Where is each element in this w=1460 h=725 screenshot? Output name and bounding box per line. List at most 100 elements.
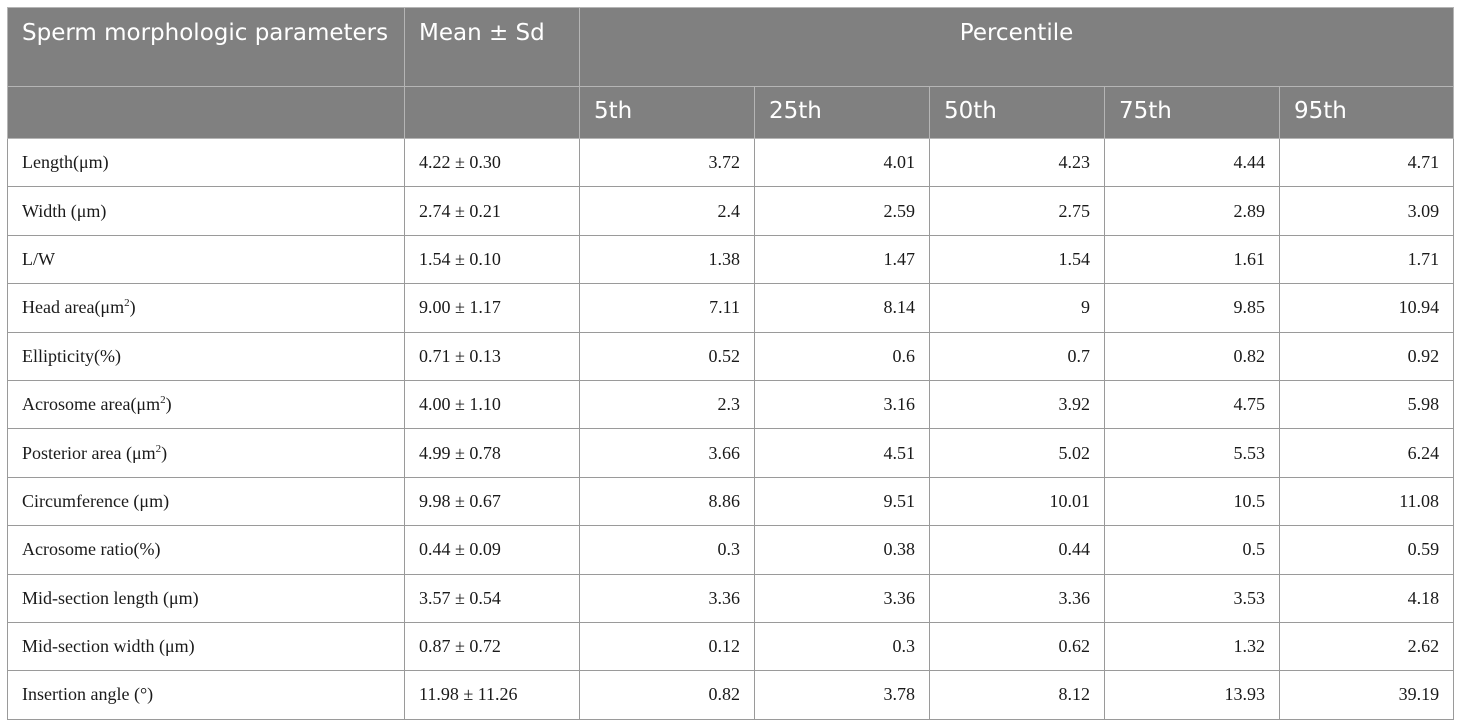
percentile-cell: 0.5 <box>1104 525 1280 575</box>
percentile-cell: 1.47 <box>754 234 930 285</box>
unit-superscript: 2 <box>155 442 162 455</box>
parameter-cell: Mid-section length (μm) <box>7 573 405 623</box>
percentile-cell: 3.92 <box>929 379 1105 430</box>
percentile-cell: 0.38 <box>754 525 930 575</box>
mean-sd-cell: 4.22 ± 0.30 <box>404 137 580 188</box>
table-row: Posterior area (μm2) 4.99 ± 0.78 3.66 4.51 5… <box>7 428 1455 478</box>
mean-sd-cell: 9.00 ± 1.17 <box>404 283 580 333</box>
percentile-cell: 3.53 <box>1104 573 1280 623</box>
percentile-cell: 2.3 <box>579 379 755 430</box>
percentile-cell: 10.94 <box>1278 283 1455 333</box>
table-row: Circumference (μm) 9.98 ± 0.67 8.86 9.51 10.… <box>7 476 1455 527</box>
mean-sd-cell: 4.99 ± 0.78 <box>404 428 580 478</box>
parameter-label: L/W <box>22 248 55 269</box>
header-p5: 5th <box>579 86 755 139</box>
percentile-cell: 0.92 <box>1278 331 1455 381</box>
parameter-label: Acrosome ratio(%) <box>22 539 161 560</box>
percentile-cell: 0.82 <box>1104 331 1280 381</box>
table-row: Head area(μm2) 9.00 ± 1.17 7.11 8.14 9 9.85 10… <box>7 283 1455 333</box>
percentile-cell: 3.72 <box>579 137 755 188</box>
percentile-cell: 1.71 <box>1278 234 1455 285</box>
percentile-cell: 4.23 <box>929 137 1105 188</box>
percentile-cell: 3.78 <box>754 670 930 720</box>
mean-sd-cell: 0.71 ± 0.13 <box>404 331 580 381</box>
percentile-cell: 3.09 <box>1278 186 1455 236</box>
table-row: L/W 1.54 ± 0.10 1.38 1.47 1.54 1.61 1.71 <box>7 234 1455 285</box>
percentile-cell: 5.02 <box>929 428 1105 478</box>
parameter-label: Circumference (μm) <box>22 490 170 511</box>
percentile-cell: 4.51 <box>754 428 930 478</box>
table-row: Acrosome area(μm2) 4.00 ± 1.10 2.3 3.16 3.92… <box>7 379 1455 430</box>
unit-superscript: 2 <box>124 297 130 310</box>
percentile-cell: 5.53 <box>1104 428 1280 478</box>
percentile-cell: 13.93 <box>1104 670 1280 720</box>
parameter-cell: Length(μm) <box>7 137 405 188</box>
header-p50: 50th <box>929 86 1105 139</box>
parameter-label: Width (μm) <box>22 200 107 221</box>
percentile-cell: 2.62 <box>1278 621 1455 672</box>
percentile-cell: 9.51 <box>754 476 930 527</box>
percentile-cell: 4.75 <box>1104 379 1280 430</box>
percentile-cell: 3.16 <box>754 379 930 430</box>
percentile-cell: 0.7 <box>929 331 1105 381</box>
percentile-cell: 39.19 <box>1278 670 1455 720</box>
parameter-label: Mid-section width (μm) <box>22 636 195 657</box>
percentile-cell: 2.89 <box>1104 186 1280 236</box>
parameter-label: Ellipticity(%) <box>22 345 121 366</box>
percentile-cell: 9.85 <box>1104 283 1280 333</box>
percentile-cell: 6.24 <box>1278 428 1455 478</box>
unit-close-paren: ) <box>129 297 136 318</box>
parameter-label: Mid-section length (μm) <box>22 587 199 608</box>
percentile-cell: 2.4 <box>579 186 755 236</box>
parameter-label: Head area(μm <box>22 297 125 318</box>
parameter-cell: Ellipticity(%) <box>7 331 405 381</box>
table-row: Mid-section length (μm) 3.57 ± 0.54 3.36 3.… <box>7 573 1455 623</box>
header-mean: Mean ± Sd <box>404 7 580 87</box>
percentile-cell: 4.01 <box>754 137 930 188</box>
percentile-cell: 9 <box>929 283 1105 333</box>
percentile-cell: 3.36 <box>754 573 930 623</box>
table-body: Length(μm) 4.22 ± 0.30 3.72 4.01 4.23 4.44 4.7… <box>7 137 1455 720</box>
percentile-cell: 7.11 <box>579 283 755 333</box>
percentile-cell: 0.3 <box>579 525 755 575</box>
percentile-cell: 8.14 <box>754 283 930 333</box>
parameter-cell: Width (μm) <box>7 186 405 236</box>
table-row: Ellipticity(%) 0.71 ± 0.13 0.52 0.6 0.7 0.82 0… <box>7 331 1455 381</box>
table-row: Length(μm) 4.22 ± 0.30 3.72 4.01 4.23 4.44 4.7… <box>7 137 1455 188</box>
header-row-1: Sperm morphologic parameters Mean ± Sd P… <box>7 7 1455 87</box>
percentile-cell: 0.62 <box>929 621 1105 672</box>
parameter-label: Length(μm) <box>22 152 109 173</box>
header-empty-mean <box>404 86 580 139</box>
parameter-cell: Head area(μm2) <box>7 283 405 333</box>
percentile-cell: 3.66 <box>579 428 755 478</box>
table-row: Acrosome ratio(%) 0.44 ± 0.09 0.3 0.38 0.44 0… <box>7 525 1455 575</box>
table-row: Insertion angle (°) 11.98 ± 11.26 0.82 3.78… <box>7 670 1455 720</box>
percentile-cell: 3.36 <box>929 573 1105 623</box>
table-header: Sperm morphologic parameters Mean ± Sd P… <box>7 7 1455 139</box>
percentile-cell: 2.59 <box>754 186 930 236</box>
header-percentile: Percentile <box>578 7 1455 87</box>
percentile-cell: 10.5 <box>1104 476 1280 527</box>
parameter-label: Posterior area (μm <box>22 442 156 463</box>
unit-close-paren: ) <box>165 394 172 415</box>
percentile-cell: 10.01 <box>929 476 1105 527</box>
mean-sd-cell: 9.98 ± 0.67 <box>404 476 580 527</box>
header-row-2: 5th 25th 50th 75th 95th <box>7 86 1455 139</box>
parameter-label: Acrosome area(μm <box>22 394 161 415</box>
header-p75: 75th <box>1104 86 1280 139</box>
percentile-cell: 8.86 <box>579 476 755 527</box>
header-empty-parameter <box>7 86 405 139</box>
mean-sd-cell: 0.44 ± 0.09 <box>404 525 580 575</box>
mean-sd-cell: 0.87 ± 0.72 <box>404 621 580 672</box>
percentile-cell: 11.08 <box>1278 476 1455 527</box>
header-parameter: Sperm morphologic parameters <box>7 7 405 87</box>
percentile-cell: 8.12 <box>929 670 1105 720</box>
parameter-cell: Insertion angle (°) <box>7 670 405 720</box>
parameter-cell: Acrosome area(μm2) <box>7 379 405 430</box>
percentile-cell: 0.44 <box>929 525 1105 575</box>
parameter-cell: Acrosome ratio(%) <box>7 525 405 575</box>
percentile-cell: 5.98 <box>1278 379 1455 430</box>
parameter-cell: Mid-section width (μm) <box>7 621 405 672</box>
percentile-cell: 0.12 <box>579 621 755 672</box>
unit-superscript: 2 <box>160 394 166 407</box>
